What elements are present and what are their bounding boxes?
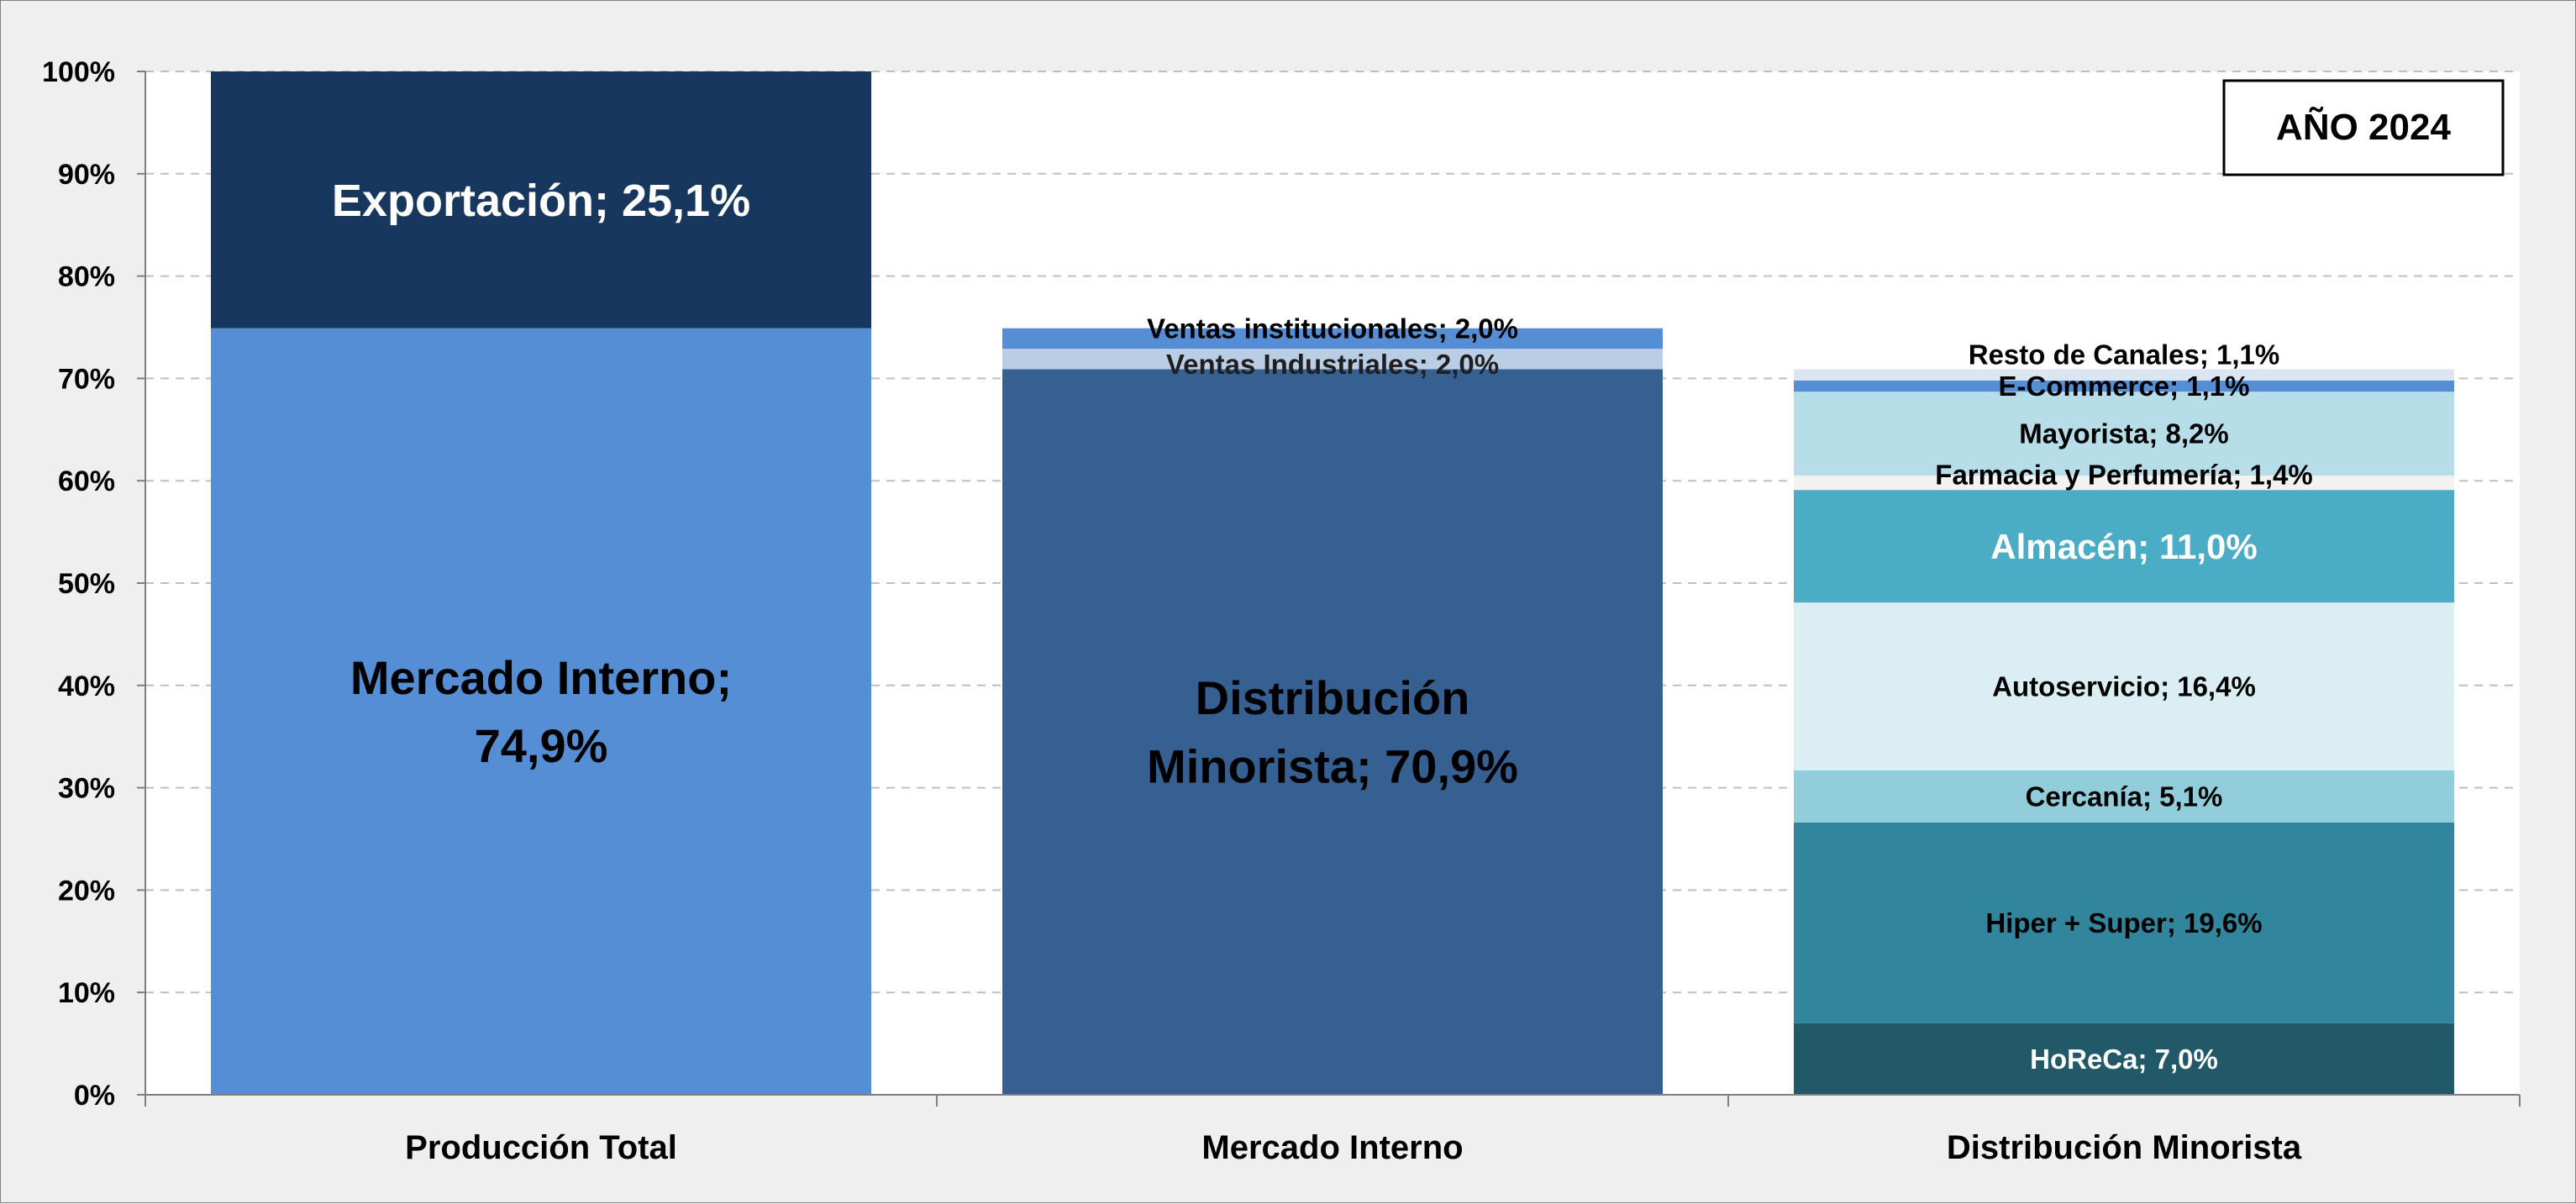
data-label-line: Autoservicio; 16,4% — [1992, 671, 2256, 702]
data-label-line: Ventas Industriales; 2,0% — [1166, 349, 1499, 380]
y-tick-label: 80% — [58, 261, 115, 293]
annotation-frame — [2222, 79, 2505, 176]
bar-segment — [1794, 392, 2454, 476]
data-label-line: E-Commerce; 1,1% — [1999, 371, 2250, 402]
bar-segment — [1002, 349, 1663, 370]
data-labels: Mercado Interno; 74,9% Exportación; 25,1% D… — [332, 176, 2313, 1075]
data-label-line: Hiper + Super; 19,6% — [1985, 907, 2262, 938]
data-label: Mercado Interno; 74,9% — [350, 651, 732, 772]
y-tick-label: 60% — [58, 465, 115, 497]
data-label-line: Distribución — [1196, 671, 1470, 724]
bar-segment — [211, 71, 871, 329]
bar-segment — [1002, 328, 1663, 350]
data-label-line: Mercado Interno; — [350, 651, 732, 704]
bar-segment — [1794, 490, 2454, 603]
data-label-line: Cercanía; 5,1% — [2026, 781, 2223, 812]
data-label: Farmacia y Perfumería; 1,4% — [1935, 459, 2312, 490]
data-label-line: HoReCa; 7,0% — [2030, 1044, 2218, 1075]
annotation-box: AÑO 2024 — [2222, 79, 2505, 176]
data-label: E-Commerce; 1,1% — [1999, 371, 2250, 402]
bar-segment — [211, 328, 871, 1095]
y-tick-label: 10% — [58, 977, 115, 1009]
data-label-line: Mayorista; 8,2% — [2019, 418, 2228, 450]
x-category-label: Mercado Interno — [1201, 1129, 1463, 1166]
data-label: Almacén; 11,0% — [1990, 527, 2258, 566]
data-label-line: Ventas institucionales; 2,0% — [1147, 313, 1518, 344]
y-tick-label: 50% — [58, 568, 115, 600]
data-label-line: 74,9% — [475, 719, 608, 772]
y-tick-label: 100% — [42, 56, 115, 88]
bar-segment — [1794, 823, 2454, 1023]
data-label-line: Minorista; 70,9% — [1147, 739, 1518, 792]
data-label: Ventas Industriales; 2,0% — [1166, 349, 1499, 380]
bar-segment — [1794, 476, 2454, 491]
data-label-line: Exportación; 25,1% — [332, 176, 750, 226]
data-label: Hiper + Super; 19,6% — [1985, 907, 2262, 938]
data-label: Mayorista; 8,2% — [2019, 418, 2228, 450]
y-tick-label: 0% — [74, 1080, 115, 1112]
data-label: Ventas institucionales; 2,0% — [1147, 313, 1518, 344]
data-label: Distribución Minorista; 70,9% — [1147, 671, 1518, 792]
annotation-text: AÑO 2024 — [2276, 106, 2451, 148]
x-category-label: Producción Total — [405, 1129, 677, 1166]
data-label: HoReCa; 7,0% — [2030, 1044, 2218, 1075]
y-tick-label: 30% — [58, 773, 115, 805]
data-label-line: Almacén; 11,0% — [1990, 527, 2258, 566]
y-tick-label: 90% — [58, 159, 115, 191]
data-label: Autoservicio; 16,4% — [1992, 671, 2256, 702]
y-tick-label: 20% — [58, 875, 115, 907]
y-tick-label: 40% — [58, 670, 115, 702]
data-label-line: Farmacia y Perfumería; 1,4% — [1935, 459, 2312, 490]
data-label: Cercanía; 5,1% — [2026, 781, 2223, 812]
y-tick-label: 70% — [58, 363, 115, 395]
data-label: Resto de Canales; 1,1% — [1969, 339, 2279, 370]
bars — [211, 71, 2454, 1095]
data-label: Exportación; 25,1% — [332, 176, 750, 226]
bar-segment — [1794, 602, 2454, 770]
bar-segment — [1794, 369, 2454, 381]
x-category-label: Distribución Minorista — [1947, 1129, 2302, 1166]
bar-segment — [1794, 1023, 2454, 1095]
axes: 0% 10% 20% 30% 40% 50% 60% 70% 80% 90% 100% Producc… — [42, 56, 2521, 1166]
bar-segment — [1002, 369, 1663, 1095]
data-label-line: Resto de Canales; 1,1% — [1969, 339, 2279, 370]
bar-segment — [1794, 770, 2454, 823]
bar-segment — [1794, 380, 2454, 392]
